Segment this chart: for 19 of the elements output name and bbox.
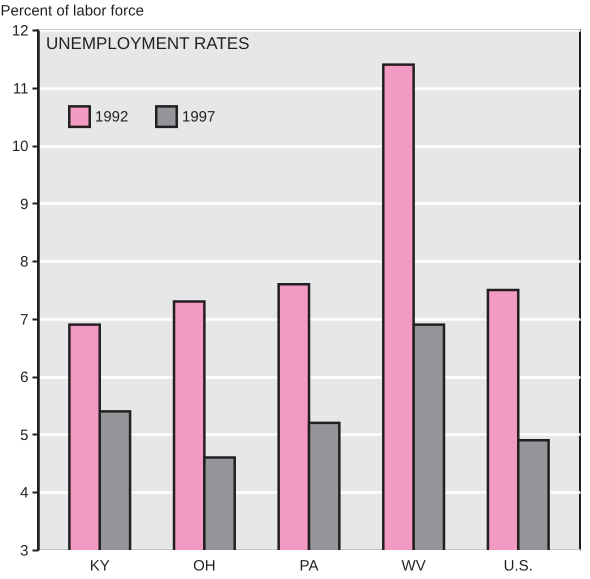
y-tick-label: 8 bbox=[20, 254, 28, 271]
y-tick-label: 6 bbox=[20, 369, 28, 386]
y-tick-label: 7 bbox=[20, 311, 28, 328]
x-tick-label: WV bbox=[402, 558, 426, 574]
y-tick-label: 11 bbox=[12, 80, 28, 98]
x-tick-label: PA bbox=[300, 558, 318, 574]
chart-title: UNEMPLOYMENT RATES bbox=[46, 34, 250, 53]
x-tick-label: U.S. bbox=[504, 558, 533, 574]
x-tick-label: OH bbox=[193, 558, 216, 574]
x-tick-label: KY bbox=[90, 558, 110, 574]
y-tick-label: 10 bbox=[12, 138, 28, 156]
y-tick-label: 3 bbox=[20, 542, 28, 560]
y-axis-title: Percent of labor force bbox=[0, 2, 144, 20]
y-tick-label: 4 bbox=[20, 484, 28, 502]
y-tick-label: 12 bbox=[12, 22, 28, 40]
legend-label: 1992 bbox=[95, 108, 128, 126]
y-tick-label: 9 bbox=[20, 196, 28, 213]
legend-label: 1997 bbox=[182, 108, 216, 126]
y-tick-label: 5 bbox=[20, 426, 28, 444]
